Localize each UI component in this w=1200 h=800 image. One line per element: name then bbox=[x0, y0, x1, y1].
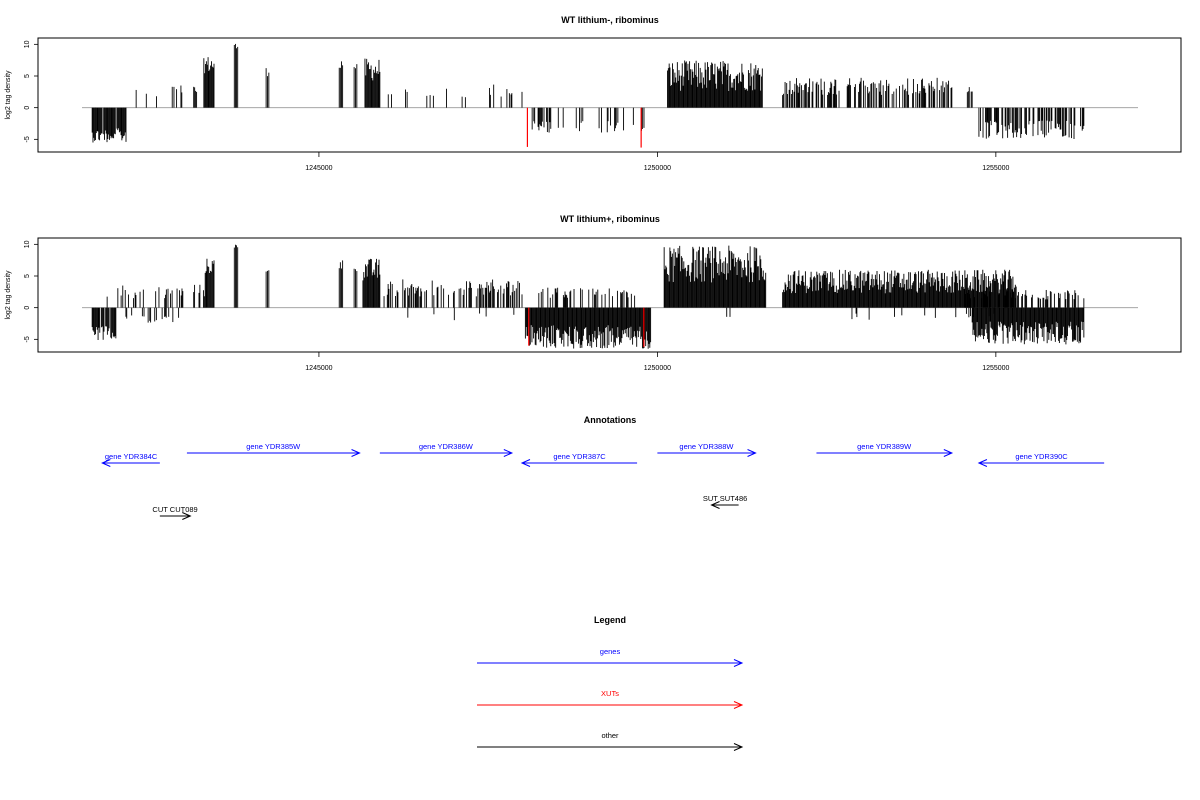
density-bars bbox=[82, 244, 1138, 349]
legend-item-xuts: XUTs bbox=[477, 689, 744, 709]
arrow-head bbox=[747, 449, 757, 457]
legend-title: Legend bbox=[594, 615, 626, 625]
y-tick-label: 5 bbox=[24, 74, 31, 78]
arrow-head bbox=[182, 512, 192, 520]
legend-item-other: other bbox=[477, 731, 744, 751]
annotations-title: Annotations bbox=[584, 415, 637, 425]
track-wt-lithium-minus: WT lithium-, ribominus log2 tag density … bbox=[5, 15, 1182, 172]
feature-gene-ydr386w: gene YDR386W bbox=[379, 442, 514, 457]
feature-arrows: gene YDR384C gene YDR385W gene YDR386W gene… bbox=[101, 442, 1105, 520]
feature-label: SUT SUT486 bbox=[703, 494, 747, 503]
track-wt-lithium-plus: WT lithium+, ribominus log2 tag density … bbox=[5, 214, 1182, 372]
density-bars bbox=[82, 43, 1138, 148]
feature-label: gene YDR387C bbox=[553, 452, 606, 461]
feature-cut-cut089: CUT CUT089 bbox=[152, 505, 198, 520]
feature-label: gene YDR390C bbox=[1015, 452, 1068, 461]
legend-items: genes XUTs other bbox=[477, 647, 744, 751]
y-tick-label: 5 bbox=[24, 274, 31, 278]
feature-sut-sut486: SUT SUT486 bbox=[703, 494, 747, 509]
legend-label: other bbox=[601, 731, 619, 740]
feature-label: gene YDR385W bbox=[246, 442, 301, 451]
feature-gene-ydr389w: gene YDR389W bbox=[816, 442, 954, 457]
arrow-head bbox=[351, 449, 361, 457]
x-tick-label: 1250000 bbox=[644, 165, 671, 172]
y-tick-label: -5 bbox=[24, 136, 31, 142]
feature-label: gene YDR388W bbox=[679, 442, 734, 451]
legend-label: genes bbox=[600, 647, 621, 656]
y-axis-label: log2 tag density bbox=[5, 70, 12, 120]
arrow-head bbox=[520, 459, 531, 467]
track-title: WT lithium-, ribominus bbox=[561, 15, 659, 25]
x-tick-label: 1245000 bbox=[305, 365, 332, 372]
arrow-head bbox=[733, 701, 744, 709]
feature-gene-ydr390c: gene YDR390C bbox=[977, 452, 1105, 467]
y-axis: -5 0 5 10 bbox=[24, 240, 39, 342]
feature-gene-ydr385w: gene YDR385W bbox=[186, 442, 361, 457]
x-axis: 1245000 1250000 1255000 bbox=[305, 152, 1010, 172]
legend-panel: Legend genes XUTs other bbox=[477, 615, 744, 751]
feature-gene-ydr388w: gene YDR388W bbox=[657, 442, 757, 457]
feature-label: CUT CUT089 bbox=[152, 505, 197, 514]
arrow-head bbox=[101, 459, 111, 467]
arrow-head bbox=[503, 449, 514, 457]
legend-item-genes: genes bbox=[477, 647, 744, 667]
x-tick-label: 1250000 bbox=[644, 365, 671, 372]
x-tick-label: 1245000 bbox=[305, 165, 332, 172]
y-tick-label: 10 bbox=[24, 40, 31, 48]
y-tick-label: 0 bbox=[24, 106, 31, 110]
arrow-head bbox=[977, 459, 988, 467]
y-tick-label: 10 bbox=[24, 240, 31, 248]
feature-label: gene YDR386W bbox=[419, 442, 474, 451]
arrow-head bbox=[710, 501, 720, 509]
feature-label: gene YDR389W bbox=[857, 442, 912, 451]
x-tick-label: 1255000 bbox=[982, 365, 1009, 372]
feature-label: gene YDR384C bbox=[105, 452, 158, 461]
arrow-head bbox=[733, 659, 744, 667]
legend-label: XUTs bbox=[601, 689, 619, 698]
y-tick-label: 0 bbox=[24, 306, 31, 310]
x-axis: 1245000 1250000 1255000 bbox=[305, 352, 1010, 372]
y-tick-label: -5 bbox=[24, 336, 31, 342]
arrow-head bbox=[733, 743, 744, 751]
arrow-head bbox=[943, 449, 954, 457]
y-axis: -5 0 5 10 bbox=[24, 40, 39, 142]
track-title: WT lithium+, ribominus bbox=[560, 214, 660, 224]
x-tick-label: 1255000 bbox=[982, 165, 1009, 172]
y-axis-label: log2 tag density bbox=[5, 270, 12, 320]
feature-gene-ydr387c: gene YDR387C bbox=[520, 452, 638, 467]
feature-gene-ydr384c: gene YDR384C bbox=[101, 452, 160, 467]
